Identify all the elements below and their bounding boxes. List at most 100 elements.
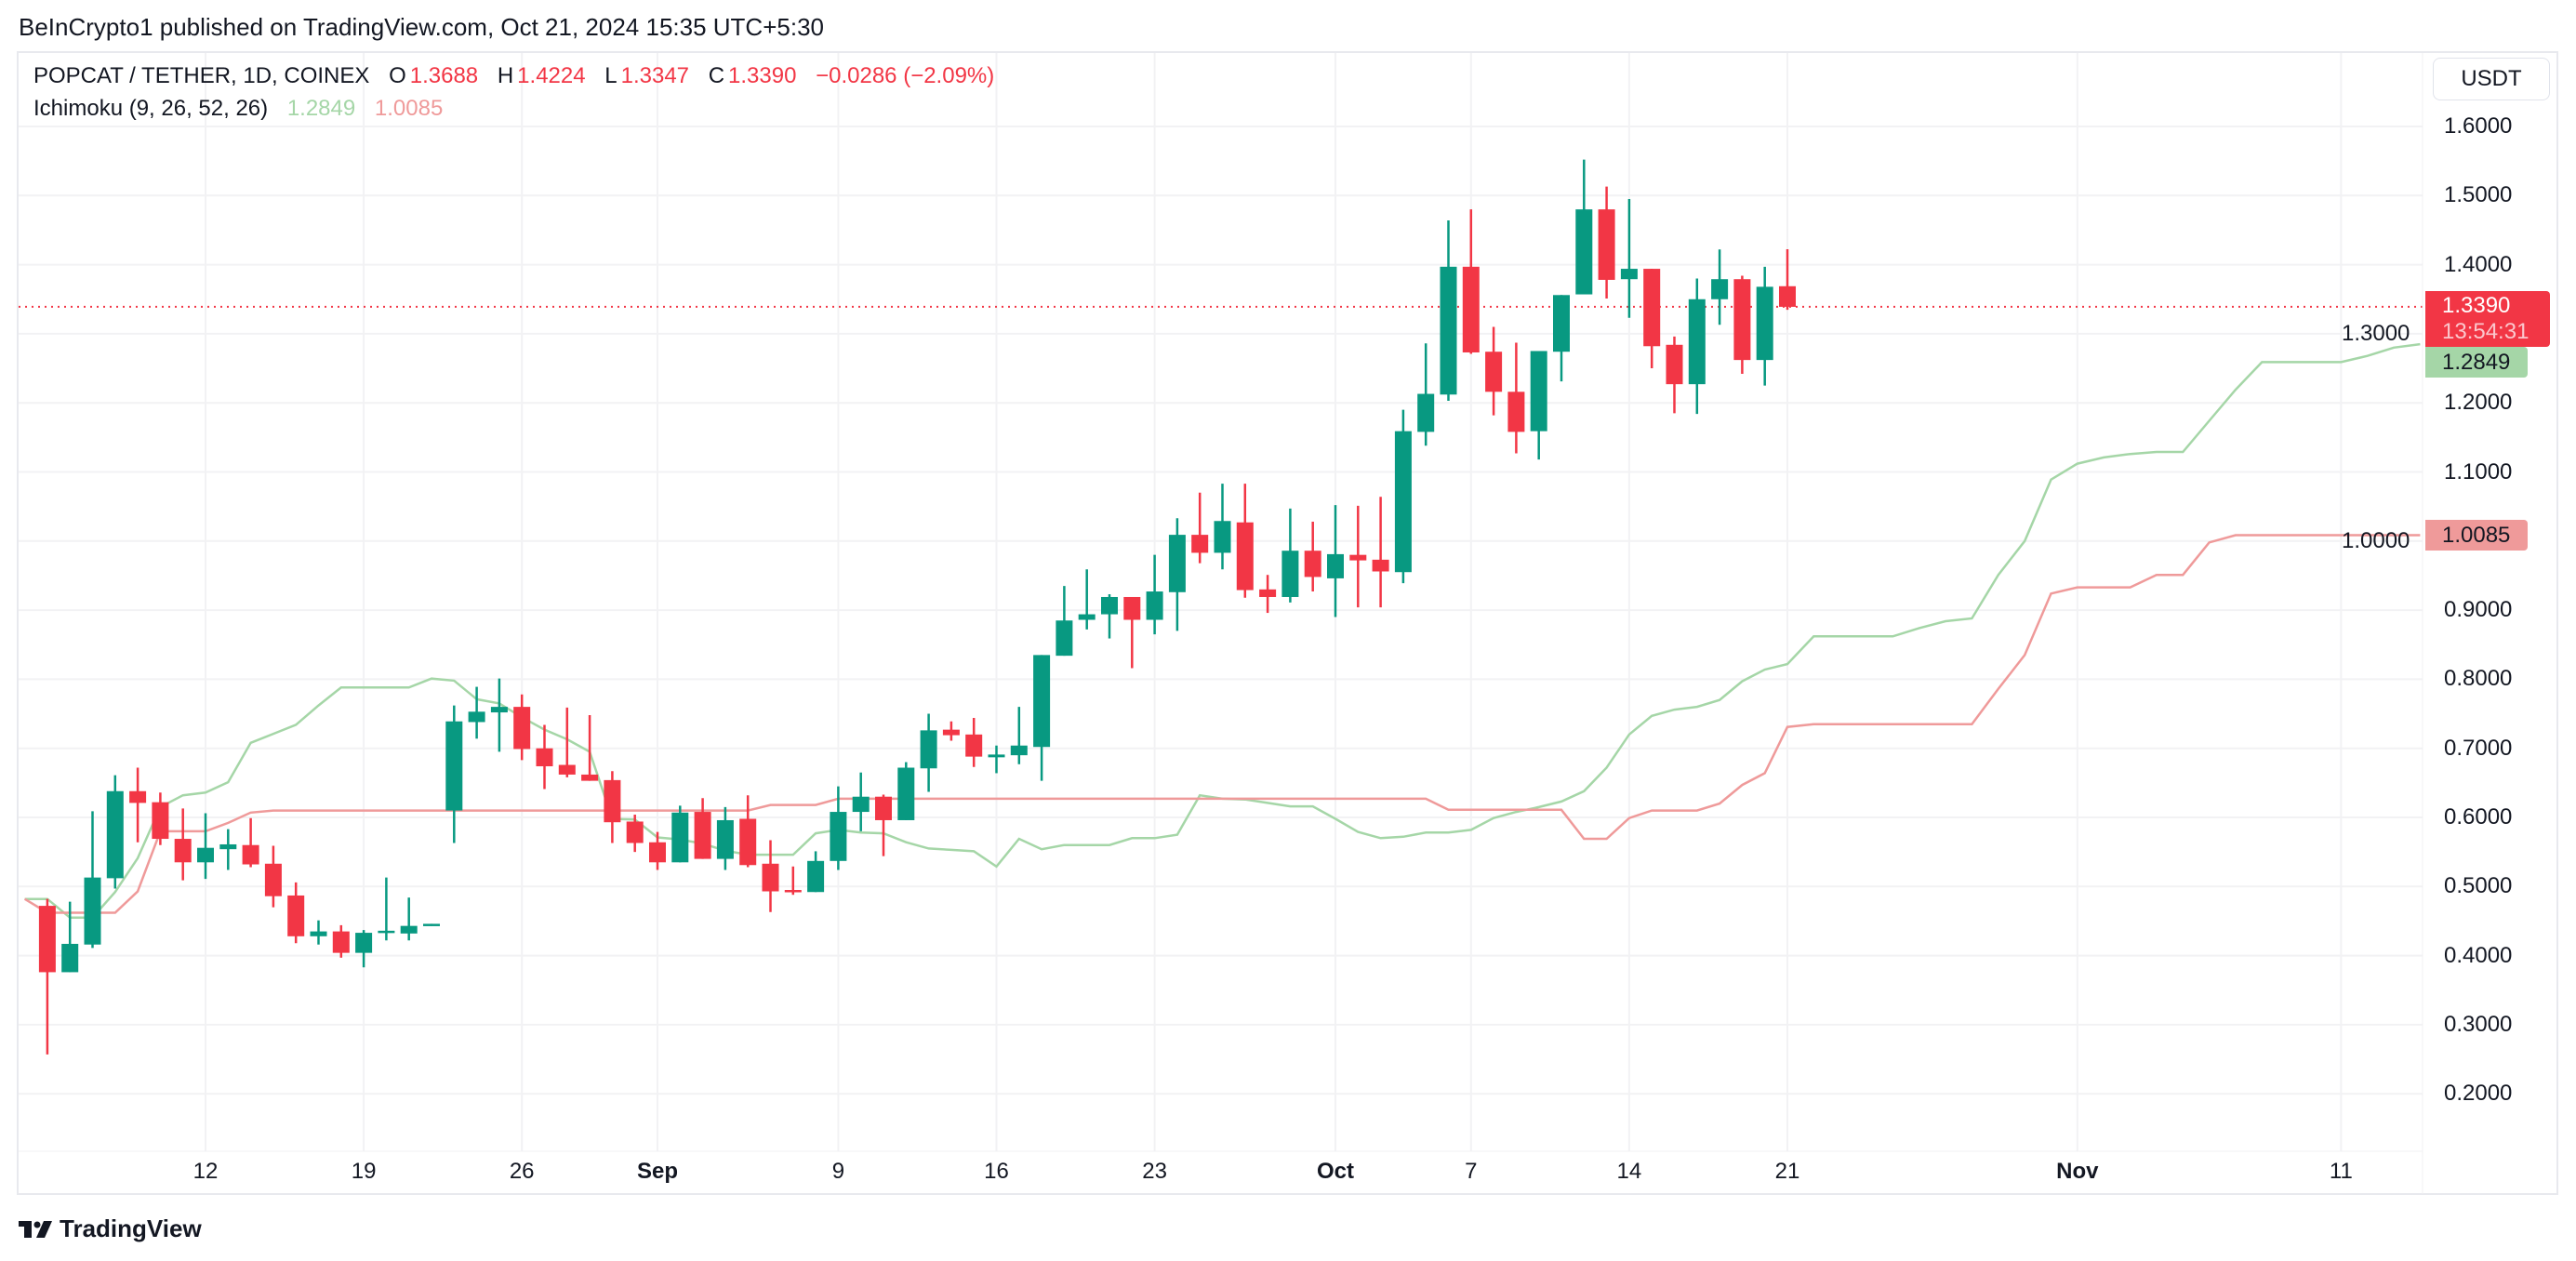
indicator-name[interactable]: Ichimoku (9, 26, 52, 26) <box>33 96 269 121</box>
span-a-value: 1.2849 <box>286 96 356 121</box>
candle <box>694 798 711 859</box>
candle <box>1688 278 1706 415</box>
candle-body <box>174 839 192 863</box>
candle <box>332 924 350 958</box>
candle-body <box>1462 266 1480 352</box>
candle <box>1711 249 1729 325</box>
close-value: 1.3390 <box>728 63 797 88</box>
candle-body <box>1575 209 1593 295</box>
candle <box>852 772 870 831</box>
candle <box>1078 569 1095 630</box>
span-b-value: 1.0085 <box>374 96 444 121</box>
symbol-name[interactable]: POPCAT / TETHER, 1D, COINEX <box>33 63 370 88</box>
candle-body <box>671 812 689 863</box>
candle <box>1056 586 1073 657</box>
candle-body <box>1259 589 1277 597</box>
candle-body <box>762 863 779 892</box>
currency-button[interactable]: USDT <box>2433 58 2550 100</box>
candle-body <box>1394 431 1412 573</box>
candle-body <box>1440 266 1457 395</box>
candle <box>942 721 960 741</box>
candle <box>129 767 147 843</box>
time-tick-label: 7 <box>1465 1159 1478 1184</box>
candle <box>1417 343 1435 446</box>
candle-body <box>197 847 214 863</box>
candle-body <box>784 890 802 893</box>
price-tick-label: 0.3000 <box>2444 1011 2513 1037</box>
candle-body <box>694 812 711 859</box>
candle-body <box>1485 352 1503 392</box>
close-label: C <box>708 63 725 88</box>
candle <box>1756 266 1773 386</box>
bar-countdown: 13:54:31 <box>2442 319 2530 344</box>
candle-body <box>310 931 327 936</box>
last-price-value: 1.3390 <box>2442 293 2511 318</box>
candle-body <box>852 796 870 813</box>
candle-body <box>152 802 169 840</box>
candle-body <box>378 930 395 934</box>
candle-body <box>423 923 440 926</box>
candle <box>1598 186 1615 299</box>
candle <box>219 829 237 870</box>
candle-body <box>129 790 147 803</box>
indicator-legend: Ichimoku (9, 26, 52, 26) 1.2849 1.0085 <box>33 96 446 122</box>
time-tick-label: 26 <box>509 1159 535 1184</box>
high-label: H <box>497 63 514 88</box>
low-value: 1.3347 <box>620 63 690 88</box>
candle-body <box>490 707 508 713</box>
candle-body <box>1756 286 1773 361</box>
price-tick-label: 0.6000 <box>2444 804 2513 830</box>
candle-body <box>1372 559 1389 572</box>
tradingview-logo[interactable]: TradingView <box>19 1215 202 1243</box>
candle-body <box>942 729 960 736</box>
span-a-badge: 1.2849 <box>2425 347 2528 378</box>
logo-text: TradingView <box>60 1215 202 1242</box>
candle-body <box>581 774 599 781</box>
time-tick-label: 12 <box>193 1159 219 1184</box>
candle <box>536 724 553 790</box>
candle <box>1010 707 1028 764</box>
price-tick-label: 0.8000 <box>2444 666 2513 692</box>
candle-body <box>1688 299 1706 385</box>
span-b-badge: 1.0085 <box>2425 520 2528 551</box>
candle-body <box>1056 620 1073 657</box>
candle-body <box>400 925 418 934</box>
candle-body <box>1711 279 1729 299</box>
time-tick-label: Sep <box>636 1159 679 1184</box>
time-tick-label: 23 <box>1142 1159 1167 1184</box>
candle <box>716 806 734 870</box>
candle <box>174 808 192 881</box>
candle <box>513 694 531 761</box>
candle <box>400 897 418 941</box>
candle <box>1168 518 1186 631</box>
candle-body <box>1281 551 1299 597</box>
candle <box>264 845 282 908</box>
candle-body <box>242 844 259 865</box>
candle-body <box>1666 344 1683 385</box>
candle <box>988 745 1005 774</box>
candle <box>1101 594 1118 639</box>
candle <box>784 866 802 896</box>
candle <box>1214 484 1231 570</box>
candle <box>1236 484 1254 598</box>
candle <box>1304 521 1321 592</box>
open-value: 1.3688 <box>409 63 479 88</box>
candle <box>423 923 440 926</box>
candle-body <box>1214 521 1231 553</box>
open-label: O <box>389 63 406 88</box>
candle <box>581 715 599 781</box>
time-tick-label: 9 <box>831 1159 845 1184</box>
candle <box>38 898 56 1055</box>
price-tick-label: 1.0000 <box>2342 527 2410 553</box>
candle-body <box>1236 522 1254 591</box>
candle <box>152 792 169 845</box>
candle <box>1779 248 1796 311</box>
candle-body <box>1168 535 1186 592</box>
candle-body <box>716 819 734 859</box>
tradingview-logo-icon <box>19 1220 52 1238</box>
candle <box>649 831 666 870</box>
candle-body <box>965 734 983 757</box>
high-value: 1.4224 <box>517 63 586 88</box>
candle <box>1123 596 1141 669</box>
